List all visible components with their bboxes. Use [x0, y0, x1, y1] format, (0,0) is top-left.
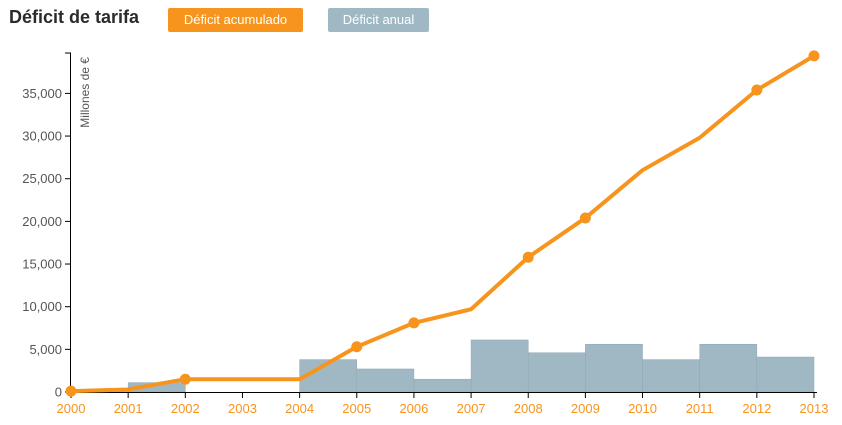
legend-button-deficit-anual[interactable]: Déficit anual [328, 8, 429, 32]
y-tick-label: 30,000 [22, 129, 62, 144]
legend-button-deficit-acumulado[interactable]: Déficit acumulado [168, 8, 303, 32]
y-tick-label: 10,000 [22, 299, 62, 314]
y-tick-label: 0 [55, 385, 62, 400]
point-deficit-acumulado-2006 [408, 317, 420, 329]
point-deficit-acumulado-2000 [65, 385, 77, 397]
bar-deficit-anual-2009 [585, 343, 643, 393]
x-tick-label: 2011 [686, 401, 714, 416]
x-tick-label: 2003 [228, 401, 257, 416]
x-tick-label: 2004 [285, 401, 314, 416]
chart-title: Déficit de tarifa [9, 7, 140, 27]
x-tick-label: 2005 [342, 401, 371, 416]
cumulative-line-group [65, 50, 820, 397]
point-deficit-acumulado-2013 [808, 50, 820, 62]
y-tick-label: 35,000 [22, 86, 62, 101]
y-tick-label: 15,000 [22, 257, 62, 272]
x-tick-label: 2012 [742, 401, 771, 416]
x-tick-label: 2008 [514, 401, 543, 416]
point-deficit-acumulado-2002 [179, 373, 191, 385]
x-tick-label: 2013 [800, 401, 829, 416]
x-tick-label: 2009 [571, 401, 600, 416]
y-tick-label: 25,000 [22, 171, 62, 186]
point-deficit-acumulado-2012 [751, 84, 763, 96]
bar-deficit-anual-2010 [642, 359, 700, 393]
axes-group: 0 5,000 10,000 15,000 20,000 25,000 30,000 35,0… [22, 52, 829, 416]
x-tick-label: 2010 [628, 401, 657, 416]
bar-deficit-anual-2007 [470, 339, 529, 393]
x-tick-label: 2002 [171, 401, 200, 416]
y-axis-label: Millones de € [78, 57, 92, 128]
bar-deficit-anual-2008 [527, 352, 586, 393]
point-deficit-acumulado-2005 [351, 341, 363, 353]
point-deficit-acumulado-2008 [522, 251, 534, 263]
x-tick-label: 2000 [57, 401, 86, 416]
bar-deficit-anual-2005 [356, 368, 415, 393]
x-tick-label: 2006 [399, 401, 428, 416]
x-tick-label: 2007 [457, 401, 486, 416]
x-tick-label: 2001 [114, 401, 143, 416]
bar-deficit-anual-2012 [756, 356, 815, 393]
annual-bars-group [70, 339, 815, 393]
bar-deficit-anual-2011 [699, 343, 758, 393]
bar-deficit-anual-2006 [413, 378, 472, 393]
line-deficit-acumulado [69, 53, 816, 394]
y-tick-label: 5,000 [29, 342, 62, 357]
y-tick-label: 20,000 [22, 214, 62, 229]
point-deficit-acumulado-2009 [579, 212, 591, 224]
